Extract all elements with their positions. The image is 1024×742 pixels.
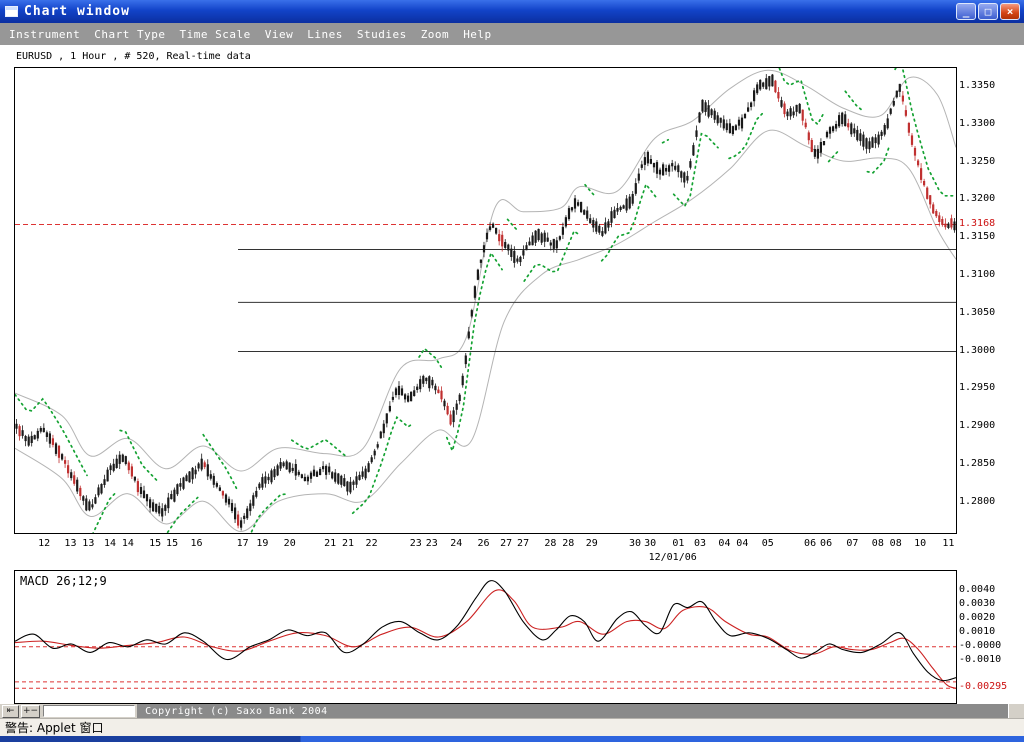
price-axis-label: 1.2850 [959,457,996,469]
x-axis-label: 20 [283,538,296,549]
taskbar-strip [0,736,1024,742]
macd-axis-label: 0.0020 [959,611,996,623]
x-axis-label: 24 [450,538,463,549]
macd-chart[interactable] [14,571,957,703]
x-axis-label: 06 [804,538,817,549]
macd-axis-label: 0.0040 [959,583,996,595]
applet-warning-text: 警告: Applet 窗口 [5,721,104,735]
x-axis-label: 08 [871,538,884,549]
chart-header: EURUSD , 1 Hour , # 520, Real-time data [16,51,251,62]
macd-axis-label: 0.0030 [959,597,996,609]
price-axis-label: 1.2900 [959,420,996,432]
main-price-chart[interactable] [14,51,957,553]
price-axis-label: 1.3300 [959,117,996,129]
x-axis-label: 11 [942,538,955,549]
title-bar[interactable]: Chart window _ □ × [0,0,1024,23]
x-axis-label: 04 [736,538,749,549]
window-title: Chart window [24,4,130,19]
x-axis-label: 19 [256,538,269,549]
status-bar: 警告: Applet 窗口 [0,718,1024,736]
price-axis-label: 1.3050 [959,306,996,318]
price-axis-label: 1.2950 [959,382,996,394]
menu-item-lines[interactable]: Lines [307,27,343,41]
toolbar-end-cap [1008,704,1024,718]
price-axis-label: 1.3200 [959,193,996,205]
x-axis-label: 07 [846,538,859,549]
x-axis-label: 15 [166,538,179,549]
price-axis-label: 1.3350 [959,79,996,91]
x-axis-label: 13 [64,538,77,549]
x-axis-label: 30 [644,538,657,549]
maximize-button[interactable]: □ [978,3,998,20]
macd-current-label: -0.00295 [959,681,1008,693]
price-axis-label: 1.2800 [959,495,996,507]
x-axis-label: 08 [889,538,902,549]
window-controls: _ □ × [956,3,1020,20]
x-axis-label: 05 [761,538,774,549]
price-axis-label: 1.3150 [959,231,996,243]
macd-axis-label: -0.0000 [959,639,1002,651]
x-axis-label: 13 [82,538,95,549]
zoom-buttons[interactable]: +− [21,704,41,718]
x-axis-label: 15 [149,538,162,549]
price-axis-label: 1.3000 [959,344,996,356]
menu-item-time-scale[interactable]: Time Scale [179,27,251,41]
x-axis-label: 12 [38,538,51,549]
menu-item-view[interactable]: View [264,27,294,41]
x-axis-label: 23 [425,538,438,549]
window-icon [5,6,18,17]
close-button[interactable]: × [1000,3,1020,20]
scrollbar-track[interactable] [43,705,136,717]
price-axis-label: 1.3100 [959,268,996,280]
menu-item-instrument[interactable]: Instrument [9,27,81,41]
x-axis-label: 03 [693,538,707,549]
macd-panel[interactable]: MACD 26;12;9 [14,570,957,704]
minimize-button[interactable]: _ [956,3,976,20]
price-axis-label: 1.3250 [959,155,996,167]
menu-item-chart-type[interactable]: Chart Type [94,27,166,41]
x-axis-label: 01 [672,538,685,549]
x-axis-label: 21 [324,538,337,549]
macd-title: MACD 26;12;9 [20,574,107,588]
copyright-bar: Copyright (c) Saxo Bank 2004 [137,704,1008,718]
x-axis-label: 27 [500,538,513,549]
candlestick-chart[interactable] [14,51,957,553]
menu-item-help[interactable]: Help [463,27,492,41]
copyright-text: Copyright (c) Saxo Bank 2004 [145,705,328,717]
x-axis-label: 22 [365,538,378,549]
current-price-label: 1.3168 [959,217,996,229]
x-axis-label: 21 [342,538,355,549]
x-axis-label: 17 [236,538,249,549]
x-axis-label: 28 [544,538,557,549]
macd-axis-label: -0.0010 [959,653,1002,665]
menu-item-zoom[interactable]: Zoom [420,27,450,41]
x-axis-label: 14 [121,538,134,549]
x-axis-label: 26 [477,538,490,549]
x-axis-label: 30 [629,538,642,549]
menu-bar: Instrument Chart Type Time Scale View Lines S… [0,23,1024,45]
x-axis-label: 29 [585,538,598,549]
bottom-toolbar: ⇤ +− Copyright (c) Saxo Bank 2004 [0,704,1024,718]
pan-left-button[interactable]: ⇤ [2,704,19,718]
x-axis-label: 27 [517,538,530,549]
menu-item-studies[interactable]: Studies [356,27,407,41]
x-axis-label: 23 [409,538,422,549]
x-axis-label: 28 [562,538,575,549]
date-label: 12/01/06 [648,552,697,563]
x-axis-label: 16 [190,538,203,549]
x-axis-label: 04 [718,538,731,549]
x-axis-label: 10 [914,538,927,549]
macd-axis-label: 0.0010 [959,625,996,637]
x-axis-label: 14 [103,538,116,549]
x-axis-label: 06 [820,538,833,549]
